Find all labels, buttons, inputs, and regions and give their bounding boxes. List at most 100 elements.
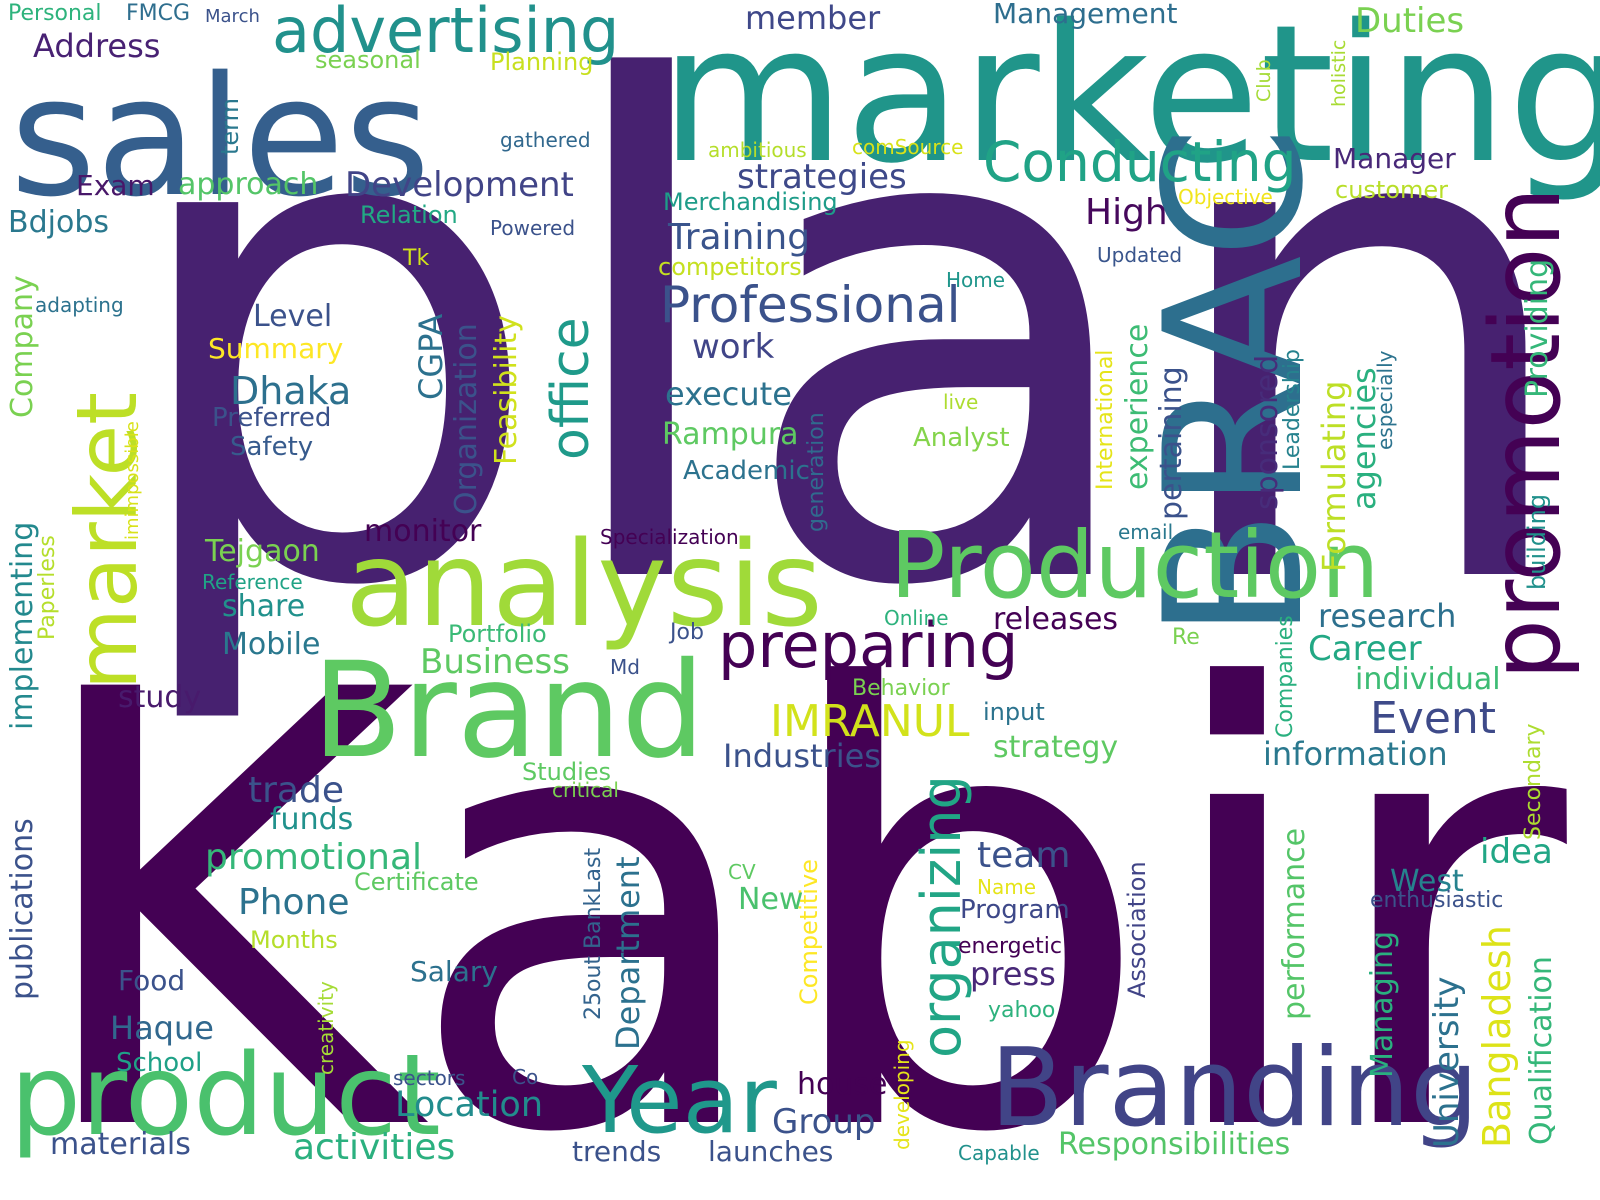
word-manager: Manager (1333, 142, 1456, 175)
word-relation: Relation (360, 201, 458, 229)
word-behavior: Behavior (852, 676, 950, 701)
word-dhaka: Dhaka (230, 369, 352, 413)
word-tk: Tk (403, 246, 430, 271)
word-bdjobs: Bdjobs (8, 205, 109, 240)
word-duties: Duties (1355, 1, 1465, 41)
word-providing: Providing (1520, 258, 1555, 398)
word-sales: sales (10, 41, 431, 233)
word-program: Program (960, 895, 1070, 925)
word-term: term (216, 98, 244, 155)
word-salary: Salary (410, 955, 498, 988)
word-mobile: Mobile (222, 627, 321, 662)
word-releases: releases (993, 602, 1119, 637)
word-implementing: implementing (5, 521, 40, 730)
word-tejgaon: Tejgaon (205, 534, 320, 569)
word-new: New (738, 882, 804, 917)
word-seasonal: seasonal (315, 46, 421, 74)
word-ambitious: ambitious (708, 138, 807, 162)
word-home: Home (946, 268, 1006, 292)
word-strategies: strategies (737, 157, 907, 197)
word-25out-banklast: 25out BankLast (581, 847, 606, 1020)
word-imranul: IMRANUL (770, 696, 970, 747)
word-professional: Professional (660, 276, 961, 334)
word-level: Level (253, 299, 333, 334)
word-research: research (1318, 597, 1457, 635)
word-input: input (983, 698, 1045, 726)
word-career: Career (1308, 629, 1422, 669)
word-qualification: Qualification (1524, 956, 1559, 1145)
word-summary: Summary (208, 332, 344, 365)
word-west: West (1390, 864, 1464, 899)
word-planning: Planning (490, 48, 594, 76)
word-organization: Organization (449, 323, 484, 515)
word-product: product (10, 1031, 441, 1161)
word-plan: plan (115, 0, 1584, 735)
word-email: email (1118, 520, 1174, 544)
word-merchandising: Merchandising (663, 188, 838, 216)
word-execute: execute (665, 375, 792, 413)
word-conducting: Conducting (983, 130, 1297, 194)
word-months: Months (250, 926, 338, 954)
word-office: office (541, 317, 601, 460)
word-address: Address (33, 27, 161, 65)
word-analyst: Analyst (913, 423, 1010, 453)
word-sectors: sectors (393, 1066, 466, 1090)
word-competitive: Competitive (795, 859, 823, 1005)
word-job: Job (670, 620, 704, 645)
word-brand: Brand (312, 634, 706, 788)
word-study: study (118, 680, 202, 715)
word-rampura: Rampura (662, 417, 799, 452)
word-leadership: Leadership (1280, 349, 1305, 470)
word-objective: Objective (1178, 185, 1273, 209)
word-publications: publications (5, 818, 40, 1000)
word-information: information (1263, 735, 1448, 773)
word-food: Food (118, 964, 186, 997)
word-re: Re (1172, 625, 1200, 650)
word-competitors: competitors (658, 253, 802, 281)
word-managing: Managing (1365, 930, 1400, 1078)
word-high: High (1085, 192, 1168, 233)
word-trends: trends (572, 1135, 662, 1168)
word-business: Business (420, 642, 570, 682)
word-developing: developing (890, 1039, 914, 1150)
word-training: Training (668, 217, 811, 258)
word-university: University (1427, 976, 1467, 1148)
word-especially: especially (1373, 350, 1397, 450)
word-feasibility: Feasibility (489, 315, 524, 465)
word-idea: idea (1480, 832, 1553, 872)
word-customer: customer (1335, 176, 1449, 204)
word-work: work (692, 327, 775, 367)
word-companies: Companies (1273, 615, 1298, 738)
word-exam: Exam (76, 169, 155, 202)
word-online: Online (884, 606, 949, 630)
word-specialization: Specialization (600, 525, 739, 549)
word-kabir: Kabir (22, 565, 1567, 1200)
word-location: Location (395, 1085, 544, 1125)
word-cv: CV (728, 860, 756, 884)
word-launches: launches (708, 1135, 834, 1168)
word-studies: Studies (522, 758, 612, 786)
word-energetic: energetic (958, 934, 1063, 959)
word-activities: activities (293, 1127, 456, 1168)
word-marketing: marketing (660, 0, 1600, 205)
word-year: Year (582, 1047, 777, 1154)
word-preferred: Preferred (212, 403, 332, 433)
word-event: Event (1370, 693, 1497, 744)
word-strategy: strategy (993, 730, 1119, 765)
word-imimpossible: imimpossible (122, 421, 143, 540)
word-yahoo: yahoo (988, 998, 1056, 1023)
word-management: Management (993, 0, 1178, 30)
word-gathered: gathered (500, 128, 591, 152)
word-fmcg: FMCG (126, 1, 191, 26)
word-individual: individual (1355, 662, 1501, 697)
word-paperless: Paperless (35, 535, 60, 640)
word-secondary: Secondary (1521, 723, 1546, 840)
word-co: Co (512, 1065, 539, 1089)
word-development: Development (345, 165, 574, 205)
word-trade: trade (248, 770, 344, 811)
word-updated: Updated (1097, 243, 1183, 267)
word-materials: materials (50, 1127, 191, 1162)
word-international: International (1093, 349, 1118, 490)
word-enthusiastic: enthusiastic (1370, 888, 1504, 913)
